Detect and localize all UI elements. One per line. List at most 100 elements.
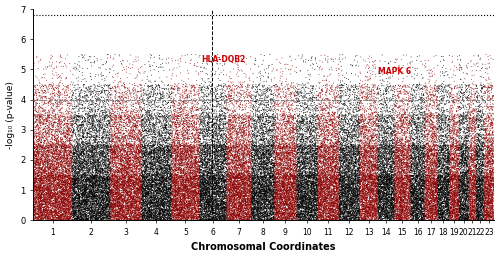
Point xyxy=(252,182,260,186)
Point xyxy=(196,190,204,194)
Point xyxy=(72,185,80,189)
Point xyxy=(356,198,364,202)
Point xyxy=(87,194,95,198)
Point xyxy=(321,179,329,183)
Point xyxy=(284,159,292,163)
Point xyxy=(46,194,54,198)
Point xyxy=(447,184,455,189)
Point xyxy=(82,198,90,202)
Point xyxy=(444,192,452,196)
Point xyxy=(296,160,304,164)
Point xyxy=(147,212,155,216)
Point xyxy=(358,175,366,179)
Point xyxy=(73,173,81,177)
Point xyxy=(228,193,236,197)
Point xyxy=(148,145,156,149)
Point xyxy=(412,153,420,157)
Point xyxy=(128,204,136,208)
Point xyxy=(285,168,293,173)
Point xyxy=(315,183,323,187)
Point xyxy=(416,182,424,186)
Point xyxy=(454,173,462,178)
Point xyxy=(349,156,357,160)
Point xyxy=(330,144,338,149)
Point xyxy=(458,66,466,70)
Point xyxy=(85,194,93,198)
Point xyxy=(426,103,434,107)
Point xyxy=(100,191,108,195)
Point xyxy=(458,180,466,184)
Point xyxy=(128,111,136,115)
Point xyxy=(240,218,248,222)
Point xyxy=(86,187,94,191)
Point xyxy=(33,119,41,123)
Point xyxy=(426,216,434,221)
Point xyxy=(326,196,334,200)
Point xyxy=(251,149,259,154)
Point xyxy=(399,137,407,141)
Point xyxy=(220,208,228,213)
Point xyxy=(228,191,235,196)
Point xyxy=(104,170,112,174)
Point xyxy=(197,165,205,169)
Point xyxy=(331,125,339,129)
Point xyxy=(222,157,230,161)
Point xyxy=(262,148,270,152)
Point xyxy=(70,129,78,133)
Point xyxy=(128,187,136,191)
Point xyxy=(273,149,281,153)
Point xyxy=(181,184,189,188)
Point xyxy=(186,185,194,189)
Point xyxy=(393,181,401,186)
Point xyxy=(108,193,116,197)
Point xyxy=(442,195,450,199)
Point xyxy=(388,216,396,220)
Point xyxy=(470,193,478,197)
Point xyxy=(152,209,160,213)
Point xyxy=(432,202,440,206)
Point xyxy=(39,99,47,103)
Point xyxy=(424,180,432,184)
Point xyxy=(287,213,295,217)
Point xyxy=(362,189,370,194)
Point xyxy=(190,213,198,217)
Point xyxy=(332,216,340,221)
Point xyxy=(386,165,394,169)
Point xyxy=(148,162,156,166)
Point xyxy=(344,150,352,155)
Point xyxy=(162,179,170,183)
Point xyxy=(148,216,156,220)
Point xyxy=(96,196,104,200)
Point xyxy=(108,153,116,157)
Point xyxy=(98,105,106,109)
Point xyxy=(350,197,358,201)
Point xyxy=(284,207,292,212)
Point xyxy=(421,211,429,215)
Point xyxy=(440,58,448,62)
Point xyxy=(135,195,143,199)
Point xyxy=(236,201,244,206)
Point xyxy=(98,154,106,158)
Point xyxy=(407,179,415,183)
Point xyxy=(182,207,190,211)
Point xyxy=(418,165,426,169)
Point xyxy=(272,93,280,98)
Point xyxy=(232,118,239,122)
Point xyxy=(244,168,252,172)
Point xyxy=(194,158,202,163)
Point xyxy=(346,140,354,144)
Point xyxy=(356,156,364,160)
Point xyxy=(104,192,112,196)
Point xyxy=(412,189,420,194)
Point xyxy=(280,163,288,167)
Point xyxy=(65,174,73,178)
Point xyxy=(250,208,258,212)
Point xyxy=(103,130,111,134)
Point xyxy=(366,193,374,197)
Point xyxy=(57,125,65,130)
Point xyxy=(157,164,165,168)
Point xyxy=(238,120,246,124)
Point xyxy=(472,149,480,153)
Point xyxy=(102,213,110,217)
Point xyxy=(135,99,143,103)
